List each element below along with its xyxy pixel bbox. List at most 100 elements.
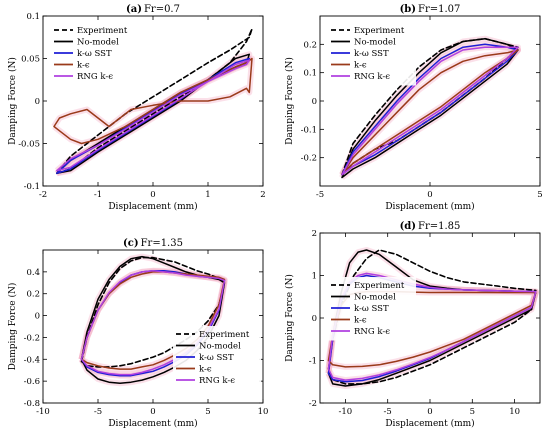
x-axis-label: Displacement (mm) [108,201,197,212]
y-tick-label: -0.1 [24,182,40,192]
panel-tag: (b) [400,4,416,15]
legend-label: k-ϵ [199,365,212,375]
series-lines [53,28,253,175]
y-axis-label: Damping Force (N) [7,57,18,145]
legend-label: No-model [199,342,241,352]
legend-label: k-ϵ [354,61,367,71]
x-tick-label: 0 [427,190,432,200]
y-tick-label: 0.4 [26,268,40,278]
series-line-rngk [327,272,537,381]
y-tick-label: 0.05 [21,55,40,65]
series-lines [327,249,537,387]
panel-title-text: Fr=1.07 [418,4,460,15]
x-axis-label: Displacement (mm) [385,418,474,429]
series-line-k [80,271,226,370]
x-tick-label: 1 [205,190,210,200]
x-axis-label: Displacement (mm) [385,201,474,212]
x-tick-label: 0 [150,407,155,417]
x-tick-label: -5 [384,407,392,417]
panel-a: -2 -1 0 1 2 -0.1 -0.05 0 0.05 0.1 (a) Fr=0.7 Displac… [7,4,266,212]
x-tick-label: 0 [427,407,432,417]
x-tick-label: 10 [509,407,520,417]
series-line-rngk [56,59,251,172]
y-tick-label: 2 [312,229,317,239]
legend-label: No-model [77,38,119,48]
panel-title-text: Fr=1.85 [418,221,460,232]
legend-label: Experiment [77,26,128,36]
y-tick-label: 0.1 [26,12,40,22]
y-tick-label: -1 [309,357,317,367]
series-lines [80,255,226,385]
panel-title: (d) Fr=1.85 [400,221,461,232]
series-line-k [341,49,519,176]
x-tick-label: -5 [94,407,102,417]
y-tick-label: 0.1 [303,69,317,79]
y-tick-label: 0 [312,97,317,107]
panel-title-text: Fr=0.7 [144,4,180,15]
y-tick-label: -2 [309,399,317,409]
x-tick-label: -2 [39,190,47,200]
y-tick-label: 0 [312,314,317,324]
panel-title: (b) Fr=1.07 [400,4,461,15]
legend-label: k-ω SST [77,49,112,59]
y-axis-label: Damping Force (N) [284,57,295,145]
panel-tag: (c) [123,238,139,249]
y-tick-label: -0.1 [301,125,317,135]
legend-label: RNG k-ϵ [354,327,390,337]
y-tick-label: -0.05 [18,140,40,150]
y-tick-label: 0.2 [303,40,317,50]
x-tick-label: -1 [94,190,102,200]
panel-title: (a) Fr=0.7 [126,4,180,15]
x-tick-label: 10 [258,407,269,417]
y-tick-label: -0.2 [301,154,317,164]
legend-label: k-ϵ [77,61,90,71]
x-tick-label: 5 [205,407,210,417]
panel-tag: (d) [400,221,416,232]
y-tick-label: 0.2 [26,290,40,300]
x-tick-label: 0 [150,190,155,200]
legend-label: Experiment [199,330,250,340]
panel-b: -5 0 5 -0.2 -0.1 0 0.1 0.2 (b) Fr=1.07 Displacemen… [284,4,543,212]
series-line-experiment [80,256,226,368]
y-tick-label: 0 [35,312,40,322]
legend-label: k-ω SST [354,49,389,59]
legend-label: k-ϵ [354,316,367,326]
panel-title: (c) Fr=1.35 [123,238,183,249]
legend-label: RNG k-ϵ [354,72,390,82]
legend-label: RNG k-ϵ [199,376,235,386]
panel-title-text: Fr=1.35 [141,238,183,249]
series-line-k [53,57,253,145]
y-tick-label: -0.8 [24,399,40,409]
x-tick-label: 2 [260,190,265,200]
legend-label: No-model [354,38,396,48]
y-tick-label: -0.4 [24,355,40,365]
y-tick-label: 1 [312,272,317,282]
y-axis-label: Damping Force (N) [284,274,295,362]
series-line-rngk [341,46,519,176]
legend-label: Experiment [354,281,405,291]
x-tick-label: -10 [36,407,50,417]
series-line-rngk [80,270,226,376]
x-tick-label: 5 [537,190,542,200]
x-axis-label: Displacement (mm) [108,418,197,429]
legend-label: No-model [354,293,396,303]
legend-label: k-ω SST [199,353,234,363]
series-lines [341,37,519,179]
legend-label: k-ω SST [354,304,389,314]
panel-tag: (a) [126,4,142,15]
legend-label: RNG k-ϵ [77,72,113,82]
y-tick-label: -0.2 [24,333,40,343]
panel-c: -10 -5 0 5 10 -0.8 -0.6 -0.4 -0.2 0 0.2 0.4 (c) Fr=1.… [7,238,268,429]
y-tick-label: -0.6 [24,377,40,387]
y-tick-label: 0 [35,97,40,107]
x-tick-label: 5 [470,407,475,417]
legend-label: Experiment [354,26,405,36]
x-tick-label: -10 [339,407,353,417]
x-tick-label: -5 [316,190,324,200]
